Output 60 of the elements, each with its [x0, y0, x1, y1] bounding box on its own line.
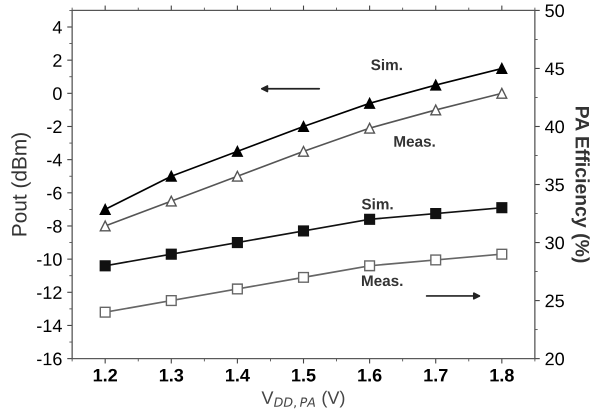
point [364, 122, 376, 134]
point [100, 260, 111, 272]
annotation: Meas. [394, 136, 435, 147]
x-tick-label: 1.4 [226, 369, 250, 382]
point [430, 254, 442, 266]
y-tick-label: -8 [47, 220, 62, 233]
y-tick-label: -10 [37, 253, 62, 266]
point [364, 260, 376, 272]
point [232, 237, 243, 248]
point [298, 146, 310, 157]
point [430, 104, 442, 116]
y2-tick-label: 35 [545, 178, 564, 192]
y-tick-label: -2 [47, 120, 62, 134]
point [166, 295, 177, 306]
point [298, 225, 310, 237]
point [496, 202, 508, 214]
x-tick-label: 1.3 [160, 368, 184, 382]
x-tick-label: 1.5 [292, 369, 316, 382]
point [496, 88, 508, 99]
point [166, 170, 177, 182]
y2-axis-title: PA Efficiency (%) [572, 106, 590, 262]
y-tick-label: -12 [37, 286, 62, 299]
point [364, 214, 376, 225]
y-tick-label: -6 [47, 186, 62, 200]
point [496, 62, 508, 74]
y2-tick-label: 40 [545, 120, 564, 134]
point [232, 170, 243, 182]
y-tick-label: 4 [52, 21, 62, 34]
annotation: Meas. [362, 275, 402, 286]
y-axis-title: Pout (dBm) [11, 133, 31, 236]
point [232, 283, 243, 295]
y2-tick-label: 50 [545, 4, 564, 18]
y-tick-label: 2 [53, 54, 62, 67]
y2-tick-label: 30 [545, 236, 564, 250]
x-tick-label: 1.7 [424, 369, 448, 382]
point [100, 204, 111, 215]
annotation: Sim. [371, 59, 402, 70]
y-tick-label: 0 [53, 87, 62, 100]
x-tick-label: 1.2 [94, 368, 118, 382]
y2-tick-label: 25 [546, 294, 564, 308]
point [100, 220, 111, 232]
y-tick-label: -16 [37, 352, 62, 366]
point [166, 248, 177, 260]
point [430, 208, 442, 220]
x-tick-label: 1.6 [358, 368, 382, 382]
point [100, 306, 111, 318]
y2-tick-label: 20 [546, 352, 564, 366]
point [364, 98, 376, 109]
y-tick-label: -4 [47, 154, 62, 166]
x-tick-label: 1.8 [490, 368, 514, 382]
point [166, 196, 177, 207]
point [298, 120, 310, 132]
x-axis-title: V$_{DD,PA}$ (V) [262, 390, 344, 408]
point [430, 79, 442, 91]
annotation: Sim. [362, 198, 393, 210]
y2-tick-label: 45 [545, 62, 564, 76]
point [232, 146, 243, 157]
y-tick-label: -14 [37, 320, 62, 332]
point [496, 248, 508, 260]
point [298, 272, 310, 283]
